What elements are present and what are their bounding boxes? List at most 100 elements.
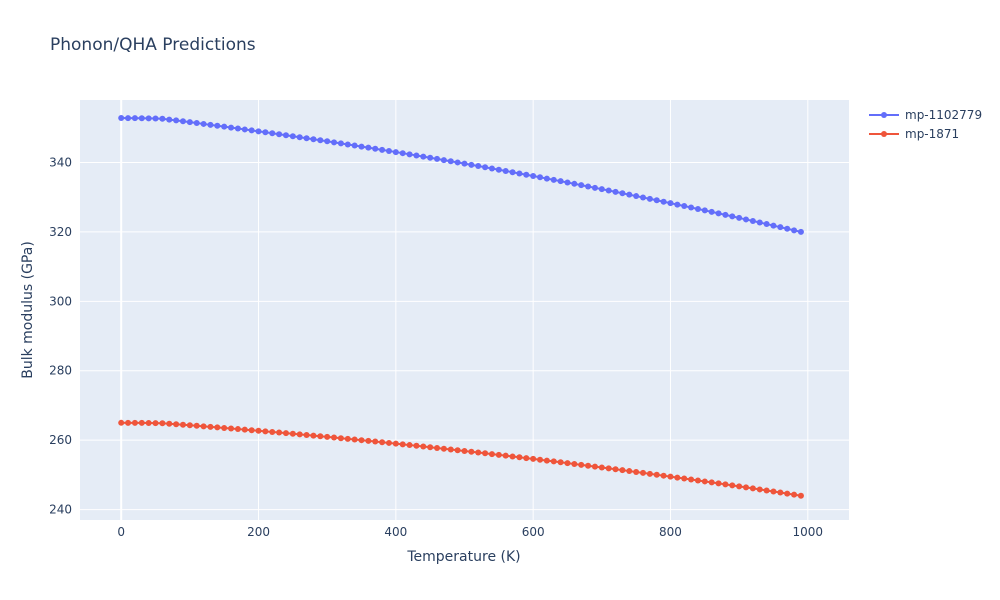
data-point[interactable] [653, 471, 660, 478]
data-point[interactable] [269, 428, 276, 435]
data-point[interactable] [324, 433, 331, 440]
data-point[interactable] [667, 200, 674, 207]
data-point[interactable] [605, 187, 612, 194]
data-point[interactable] [743, 216, 750, 223]
data-point[interactable] [763, 487, 770, 494]
data-point[interactable] [228, 425, 235, 432]
data-point[interactable] [221, 123, 228, 130]
data-point[interactable] [681, 475, 688, 482]
data-point[interactable] [269, 130, 276, 137]
data-point[interactable] [660, 198, 667, 205]
data-point[interactable] [379, 439, 386, 446]
data-point[interactable] [131, 115, 138, 122]
data-point[interactable] [633, 193, 640, 200]
data-point[interactable] [701, 207, 708, 214]
data-point[interactable] [770, 488, 777, 495]
data-point[interactable] [413, 152, 420, 159]
data-point[interactable] [420, 443, 427, 450]
data-point[interactable] [159, 115, 166, 122]
data-point[interactable] [646, 470, 653, 477]
data-point[interactable] [770, 222, 777, 229]
data-point[interactable] [598, 464, 605, 471]
data-point[interactable] [447, 446, 454, 453]
data-point[interactable] [413, 442, 420, 449]
data-point[interactable] [379, 146, 386, 153]
data-point[interactable] [543, 175, 550, 182]
data-point[interactable] [784, 225, 791, 232]
data-point[interactable] [317, 433, 324, 440]
data-point[interactable] [207, 121, 214, 128]
data-point[interactable] [282, 430, 289, 437]
data-point[interactable] [282, 132, 289, 139]
data-point[interactable] [152, 115, 159, 122]
data-point[interactable] [694, 477, 701, 484]
data-point[interactable] [179, 421, 186, 428]
data-point[interactable] [241, 426, 248, 433]
data-point[interactable] [118, 419, 125, 426]
data-point[interactable] [166, 420, 173, 427]
data-point[interactable] [495, 451, 502, 458]
data-point[interactable] [358, 437, 365, 444]
data-point[interactable] [626, 191, 633, 198]
data-point[interactable] [619, 190, 626, 197]
data-point[interactable] [173, 117, 180, 124]
data-point[interactable] [777, 224, 784, 231]
data-point[interactable] [482, 164, 489, 171]
data-point[interactable] [447, 158, 454, 165]
data-point[interactable] [303, 135, 310, 142]
data-point[interactable] [214, 122, 221, 129]
data-point[interactable] [440, 445, 447, 452]
legend-item-mp-1871[interactable]: mp-1871 [869, 127, 959, 141]
data-point[interactable] [262, 428, 269, 435]
data-point[interactable] [715, 210, 722, 217]
data-point[interactable] [118, 115, 125, 122]
data-point[interactable] [516, 170, 523, 177]
data-point[interactable] [502, 167, 509, 174]
data-point[interactable] [241, 126, 248, 133]
data-point[interactable] [653, 197, 660, 204]
data-point[interactable] [427, 444, 434, 451]
data-point[interactable] [454, 159, 461, 166]
data-point[interactable] [310, 432, 317, 439]
data-point[interactable] [612, 188, 619, 195]
data-point[interactable] [317, 137, 324, 144]
data-point[interactable] [138, 419, 145, 426]
data-point[interactable] [193, 120, 200, 127]
data-point[interactable] [296, 431, 303, 438]
data-point[interactable] [331, 434, 338, 441]
data-point[interactable] [173, 421, 180, 428]
data-point[interactable] [598, 186, 605, 193]
data-point[interactable] [791, 491, 798, 498]
data-point[interactable] [674, 201, 681, 208]
data-point[interactable] [461, 160, 468, 167]
data-point[interactable] [372, 438, 379, 445]
data-point[interactable] [262, 129, 269, 136]
data-point[interactable] [756, 219, 763, 226]
data-point[interactable] [276, 131, 283, 138]
data-point[interactable] [797, 228, 804, 235]
data-point[interactable] [688, 204, 695, 211]
data-point[interactable] [255, 427, 262, 434]
data-point[interactable] [475, 449, 482, 456]
data-point[interactable] [434, 444, 441, 451]
data-point[interactable] [585, 462, 592, 469]
data-point[interactable] [138, 115, 145, 122]
data-point[interactable] [145, 115, 152, 122]
data-point[interactable] [488, 451, 495, 458]
data-point[interactable] [475, 163, 482, 170]
data-point[interactable] [708, 479, 715, 486]
data-point[interactable] [392, 440, 399, 447]
data-point[interactable] [537, 174, 544, 181]
data-point[interactable] [605, 465, 612, 472]
data-point[interactable] [633, 468, 640, 475]
data-point[interactable] [385, 439, 392, 446]
data-point[interactable] [303, 432, 310, 438]
data-point[interactable] [248, 427, 255, 434]
data-point[interactable] [461, 447, 468, 454]
data-point[interactable] [564, 460, 571, 467]
data-point[interactable] [159, 420, 166, 427]
data-point[interactable] [688, 476, 695, 483]
data-point[interactable] [468, 161, 475, 168]
data-point[interactable] [667, 473, 674, 480]
data-point[interactable] [612, 466, 619, 473]
